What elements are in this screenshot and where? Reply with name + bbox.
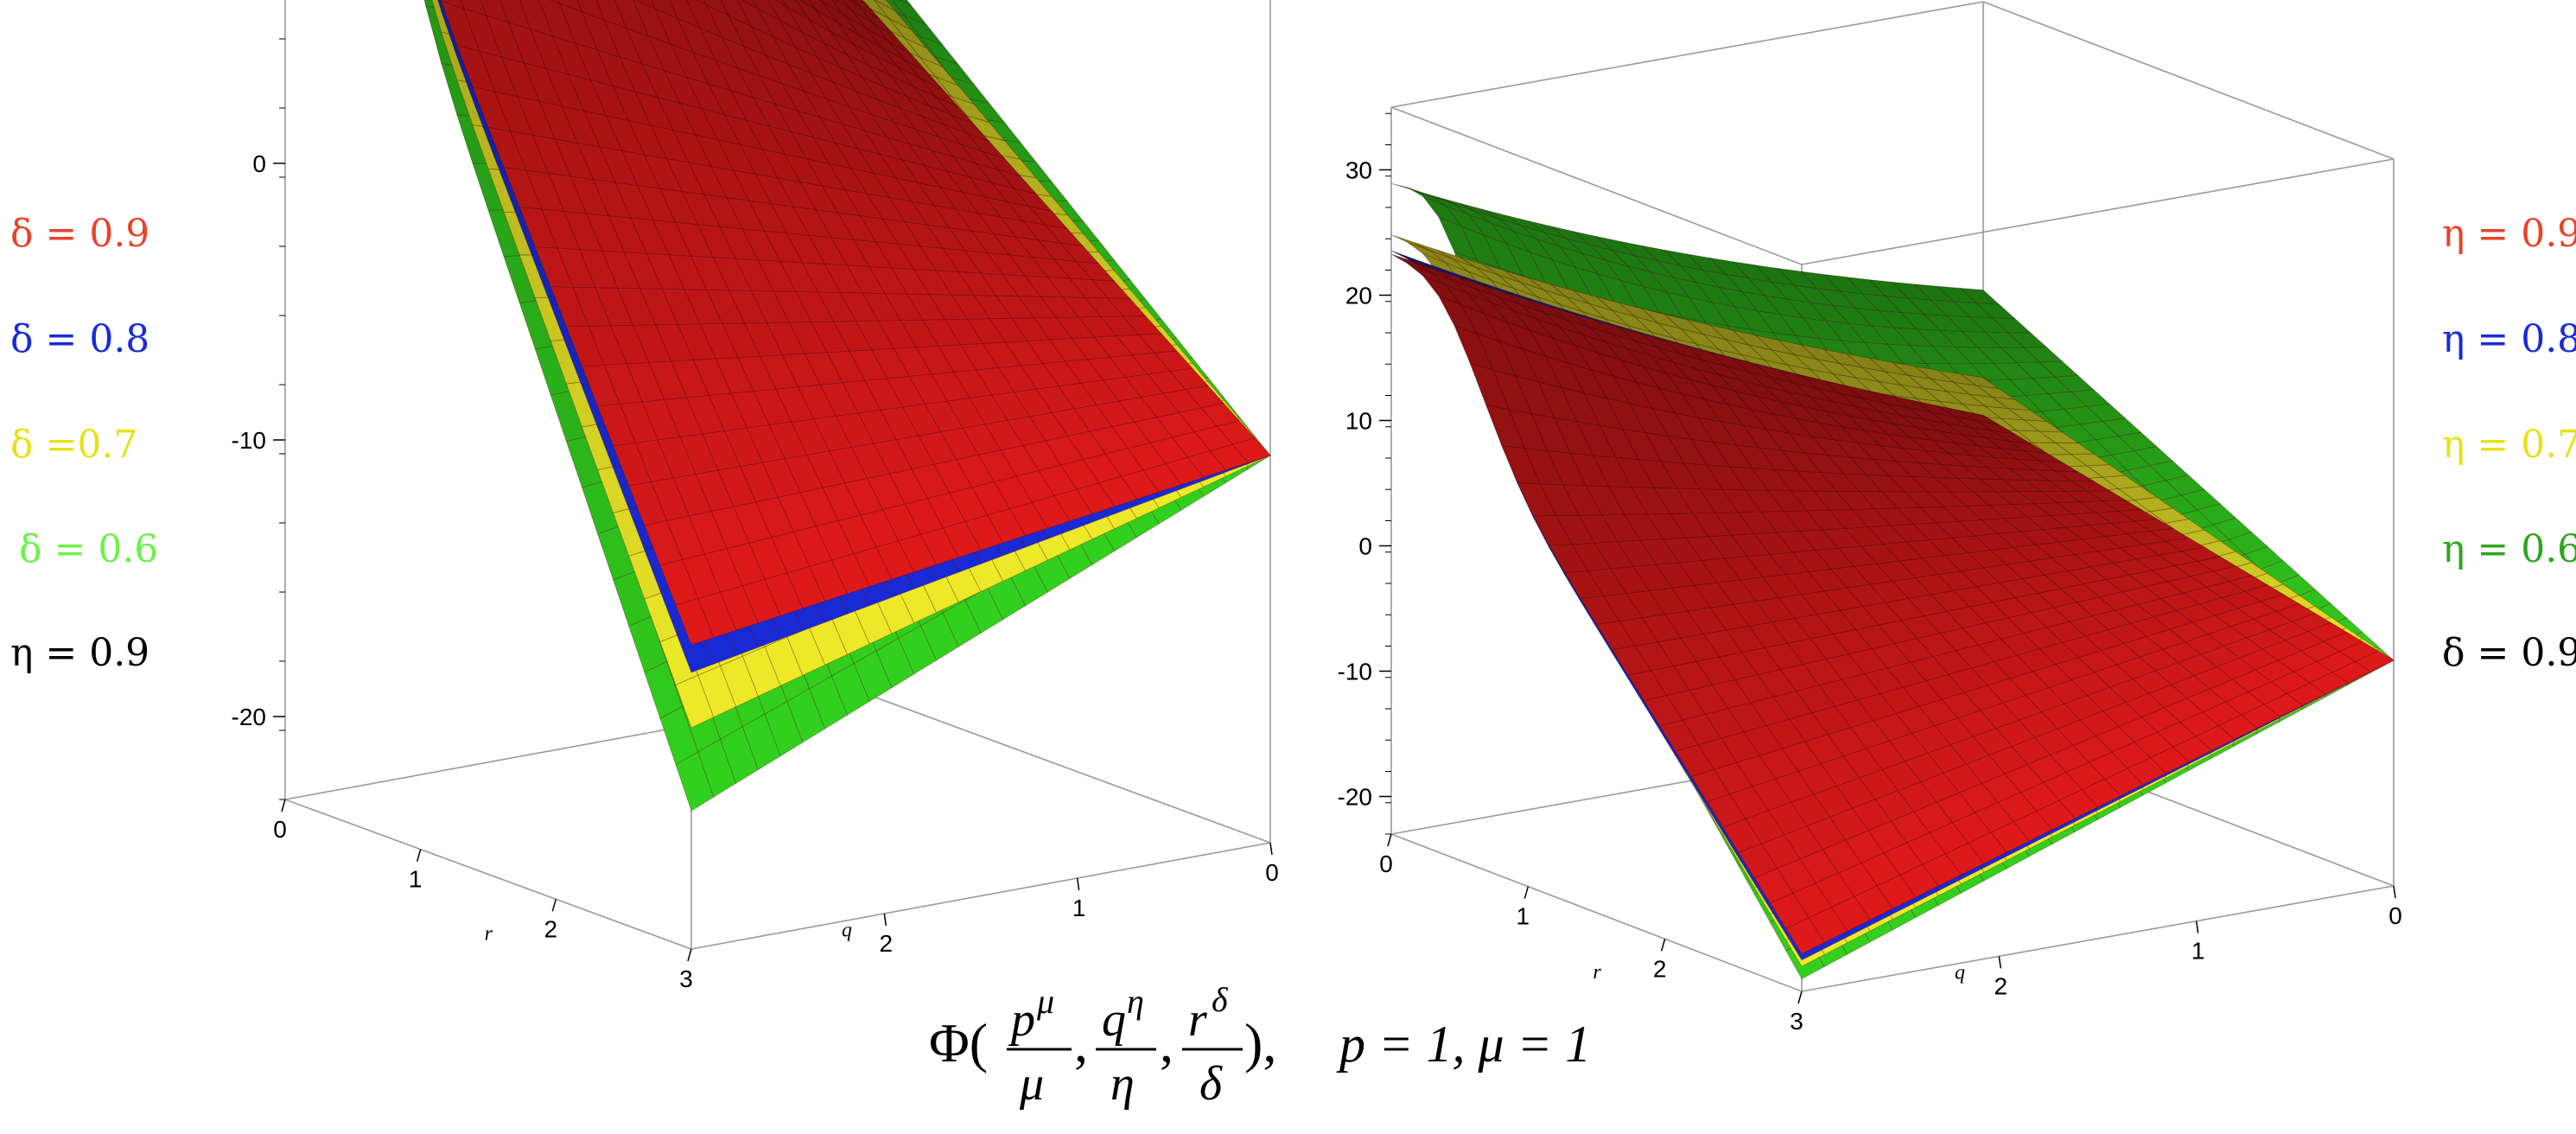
z-tick-label: -20 — [232, 704, 266, 730]
q-tick-mark — [1269, 842, 1273, 856]
q-tick-mark — [1076, 877, 1080, 891]
box-edge — [1801, 158, 2395, 265]
box-edge — [690, 842, 1271, 950]
r-tick-label: 1 — [409, 866, 423, 893]
q-tick-mark — [883, 913, 887, 927]
right-surfaces — [1390, 182, 2395, 980]
surface-patch — [818, 0, 823, 3]
box-edge — [1982, 1, 2395, 160]
r-tick-mark — [551, 899, 557, 912]
r-tick-mark — [687, 948, 692, 962]
surface-patch — [799, 0, 816, 10]
z-tick-label: 0 — [252, 150, 266, 177]
r-axis-label: r — [485, 922, 493, 945]
left-surfaces — [423, 0, 1271, 812]
box-edge — [1390, 833, 1803, 992]
q-tick-label: 0 — [1265, 859, 1279, 886]
box-edge — [1801, 885, 2395, 992]
surface-patch — [835, 0, 851, 10]
surface-patch — [774, 0, 787, 7]
surface--0-9 — [440, 0, 1271, 646]
surface-patch — [696, 0, 708, 6]
surface-patch — [899, 0, 912, 6]
surface-patch — [1390, 182, 1430, 196]
q-tick-label: 2 — [880, 930, 894, 957]
box-edge — [863, 692, 1271, 844]
surface-patch — [1390, 234, 1430, 252]
surface-patch — [849, 0, 858, 5]
r-tick-mark — [281, 799, 286, 812]
box-edge — [1390, 1, 1984, 108]
r-tick-label: 3 — [679, 965, 693, 992]
box-edge — [284, 799, 692, 950]
box-edge — [1390, 106, 1803, 265]
r-tick-mark — [416, 849, 422, 862]
surface-patch — [741, 0, 759, 10]
z-tick-label: -10 — [232, 427, 266, 454]
left-q-axis: 2 1 0 q — [842, 842, 1279, 957]
r-tick-label: 2 — [544, 915, 558, 942]
surface-patch — [549, 0, 560, 4]
surface-patch — [633, 0, 656, 10]
left-r-axis: 0 1 2 3 r — [273, 799, 693, 992]
q-axis-label: q — [842, 919, 852, 941]
left-surface-plot: 2 0 1 0 0 -10 -20 0 1 2 3 r 2 1 0 q — [232, 0, 1279, 992]
q-tick-label: 1 — [1072, 895, 1086, 921]
r-tick-label: 0 — [273, 816, 287, 843]
surface-patch — [440, 0, 465, 10]
surface-patch — [874, 0, 896, 12]
